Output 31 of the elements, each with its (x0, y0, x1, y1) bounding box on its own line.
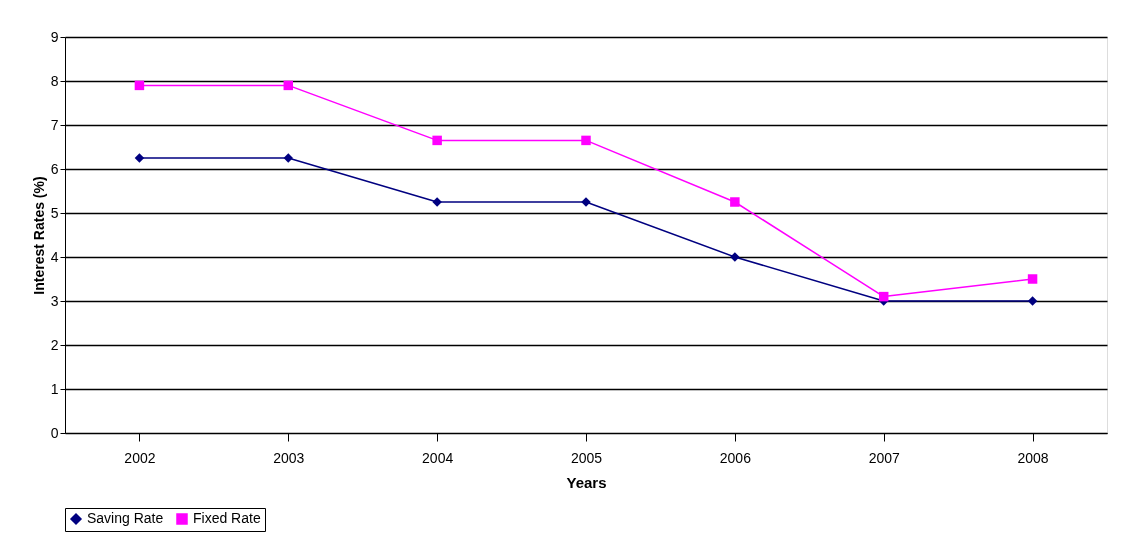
y-axis-title: Interest Rates (%) (30, 176, 47, 295)
y-tick-label: 6 (50, 160, 59, 177)
x-tick-label: 2005 (570, 449, 603, 466)
x-axis-title: Years (566, 473, 607, 491)
y-tick-label: 8 (50, 72, 59, 89)
x-tick-label: 2008 (1017, 449, 1049, 466)
point (581, 135, 591, 146)
x-tick-label: 2003 (273, 449, 305, 466)
y-tick-label: 3 (50, 292, 59, 309)
y-tick-label: 0 (50, 424, 59, 441)
y-tick-label: 5 (50, 204, 59, 221)
y-tick-label: 1 (50, 380, 59, 397)
x-tick-label: 2004 (422, 449, 454, 466)
x-tick-label: 2002 (124, 449, 156, 466)
point (1027, 296, 1038, 306)
point (432, 135, 442, 146)
point (730, 197, 740, 207)
y-tick-label: 7 (50, 116, 59, 133)
point (283, 80, 294, 91)
point (878, 291, 889, 302)
y-tick-label: 4 (50, 248, 59, 265)
legend-label: Fixed Rate (193, 510, 261, 526)
point (283, 153, 294, 163)
y-tick-label: 2 (50, 336, 59, 353)
point (134, 153, 145, 163)
x-tick-label: 2007 (868, 449, 900, 466)
point (1027, 274, 1038, 284)
point (134, 80, 145, 91)
y-tick-label: 9 (50, 28, 59, 45)
x-tick-label: 2006 (719, 449, 752, 466)
legend-label: Saving Rate (87, 510, 164, 526)
